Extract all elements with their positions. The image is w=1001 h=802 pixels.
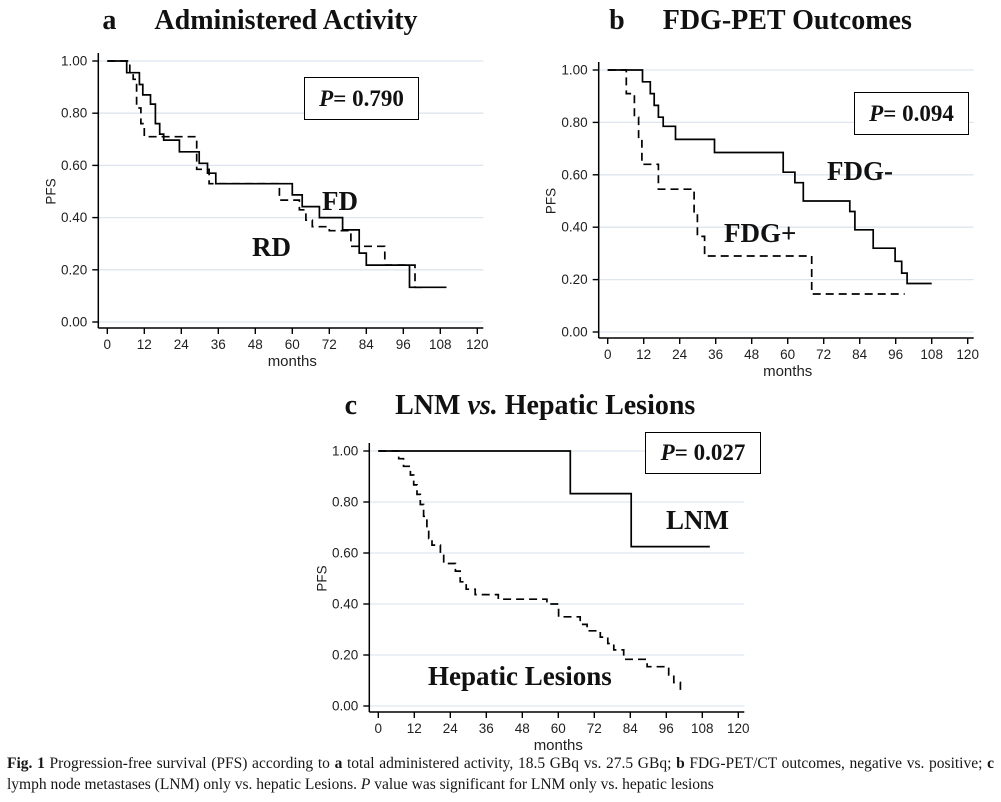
svg-text:0.80: 0.80 bbox=[332, 495, 358, 510]
km-plot-fdg-pet-outcomes: 0.00 0.20 0.40 0.60 0.80 1.00 0 12 24 36 48 60 72 84 9… bbox=[544, 62, 979, 380]
svg-text:12: 12 bbox=[636, 347, 651, 362]
curve-label-hepatic-lesions: Hepatic Lesions bbox=[428, 661, 612, 691]
p-symbol: P bbox=[319, 85, 334, 111]
svg-text:0.60: 0.60 bbox=[61, 158, 87, 173]
svg-text:24: 24 bbox=[672, 347, 688, 362]
svg-text:0.40: 0.40 bbox=[561, 220, 587, 235]
svg-text:12: 12 bbox=[407, 721, 422, 736]
svg-text:0.00: 0.00 bbox=[561, 325, 587, 340]
svg-text:48: 48 bbox=[515, 721, 530, 736]
p-symbol: P bbox=[869, 100, 884, 126]
svg-text:72: 72 bbox=[816, 347, 831, 362]
km-plot-lnm-vs-hepatic: 0.00 0.20 0.40 0.60 0.80 1.00 0 12 24 36 48 60 72 84 9… bbox=[314, 443, 750, 754]
svg-text:PFS: PFS bbox=[314, 565, 329, 591]
svg-text:36: 36 bbox=[479, 721, 494, 736]
svg-text:0.20: 0.20 bbox=[332, 648, 358, 663]
p-value: = 0.790 bbox=[333, 85, 404, 111]
svg-text:0.00: 0.00 bbox=[332, 699, 358, 714]
panel-a-title-text: Administered Activity bbox=[154, 5, 418, 36]
svg-text:108: 108 bbox=[920, 347, 943, 362]
svg-text:96: 96 bbox=[396, 337, 411, 352]
svg-text:months: months bbox=[268, 353, 317, 370]
panel-c: c LNM vs. Hepatic Lesions 0.00 0.20 0.40 0.… bbox=[250, 385, 770, 760]
p-value: = 0.094 bbox=[883, 100, 954, 126]
svg-text:48: 48 bbox=[248, 337, 263, 352]
svg-text:0.20: 0.20 bbox=[561, 272, 587, 287]
svg-text:0: 0 bbox=[604, 347, 612, 362]
svg-text:0: 0 bbox=[104, 337, 112, 352]
svg-text:12: 12 bbox=[137, 337, 152, 352]
svg-text:months: months bbox=[534, 737, 583, 754]
p-value-box-a: P = 0.790 bbox=[304, 77, 419, 120]
panel-b-letter: b bbox=[609, 5, 625, 36]
svg-text:PFS: PFS bbox=[43, 178, 58, 204]
svg-text:60: 60 bbox=[780, 347, 795, 362]
p-value-box-c: P = 0.027 bbox=[645, 432, 761, 474]
svg-text:1.00: 1.00 bbox=[332, 444, 358, 459]
svg-text:48: 48 bbox=[744, 347, 759, 362]
svg-text:0.60: 0.60 bbox=[332, 546, 358, 561]
svg-text:0.00: 0.00 bbox=[61, 315, 87, 330]
panel-b-title-text: FDG-PET Outcomes bbox=[662, 5, 912, 36]
svg-text:72: 72 bbox=[322, 337, 337, 352]
svg-text:108: 108 bbox=[429, 337, 452, 352]
panel-c-letter: c bbox=[344, 390, 358, 421]
svg-text:72: 72 bbox=[587, 721, 602, 736]
figure-caption: Fig. 1 Progression-free survival (PFS) a… bbox=[7, 755, 994, 793]
svg-text:96: 96 bbox=[888, 347, 903, 362]
svg-text:0.20: 0.20 bbox=[61, 262, 87, 277]
curve-label-fdg-positive: FDG+ bbox=[724, 218, 797, 248]
svg-text:24: 24 bbox=[443, 721, 459, 736]
svg-text:0: 0 bbox=[375, 721, 383, 736]
panel-a-letter: a bbox=[102, 5, 117, 36]
svg-text:1.00: 1.00 bbox=[561, 63, 587, 78]
panel-a-title: a Administered Activity bbox=[10, 5, 510, 37]
curve-label-rd: RD bbox=[252, 232, 291, 262]
svg-text:0.40: 0.40 bbox=[332, 597, 358, 612]
svg-text:84: 84 bbox=[359, 337, 375, 352]
svg-text:120: 120 bbox=[466, 337, 489, 352]
svg-text:months: months bbox=[763, 363, 812, 380]
svg-text:24: 24 bbox=[174, 337, 190, 352]
p-value-box-b: P = 0.094 bbox=[854, 92, 969, 135]
panel-c-title: c LNM vs. Hepatic Lesions bbox=[260, 390, 780, 422]
km-plot-administered-activity: 0.00 0.20 0.40 0.60 0.80 1.00 0 12 24 36 48 60 72 84 9… bbox=[43, 53, 489, 370]
panel-b: b FDG-PET Outcomes 0.00 0.20 0.40 0.60 0.80 1… bbox=[500, 0, 1001, 380]
curve-label-fdg-negative: FDG- bbox=[827, 156, 893, 186]
svg-text:0.80: 0.80 bbox=[561, 115, 587, 130]
svg-text:1.00: 1.00 bbox=[61, 54, 87, 69]
svg-text:60: 60 bbox=[551, 721, 566, 736]
p-symbol: P bbox=[660, 440, 675, 465]
curve-label-lnm: LNM bbox=[666, 505, 729, 535]
panel-a: a Administered Activity 0.00 0.20 0.40 0.60… bbox=[0, 0, 500, 380]
panel-b-title: b FDG-PET Outcomes bbox=[510, 5, 1001, 37]
svg-text:120: 120 bbox=[727, 721, 750, 736]
curve-label-fd: FD bbox=[322, 186, 358, 216]
svg-text:PFS: PFS bbox=[544, 188, 559, 214]
svg-text:84: 84 bbox=[852, 347, 868, 362]
svg-text:60: 60 bbox=[285, 337, 300, 352]
svg-text:0.60: 0.60 bbox=[561, 167, 587, 182]
svg-text:0.80: 0.80 bbox=[61, 106, 87, 121]
p-value: = 0.027 bbox=[674, 440, 746, 465]
svg-text:96: 96 bbox=[659, 721, 674, 736]
svg-text:0.40: 0.40 bbox=[61, 210, 87, 225]
svg-text:108: 108 bbox=[691, 721, 714, 736]
svg-text:84: 84 bbox=[623, 721, 639, 736]
svg-text:120: 120 bbox=[956, 347, 979, 362]
svg-text:36: 36 bbox=[708, 347, 723, 362]
panel-c-title-text: LNM vs. Hepatic Lesions bbox=[395, 390, 696, 421]
svg-text:36: 36 bbox=[211, 337, 226, 352]
